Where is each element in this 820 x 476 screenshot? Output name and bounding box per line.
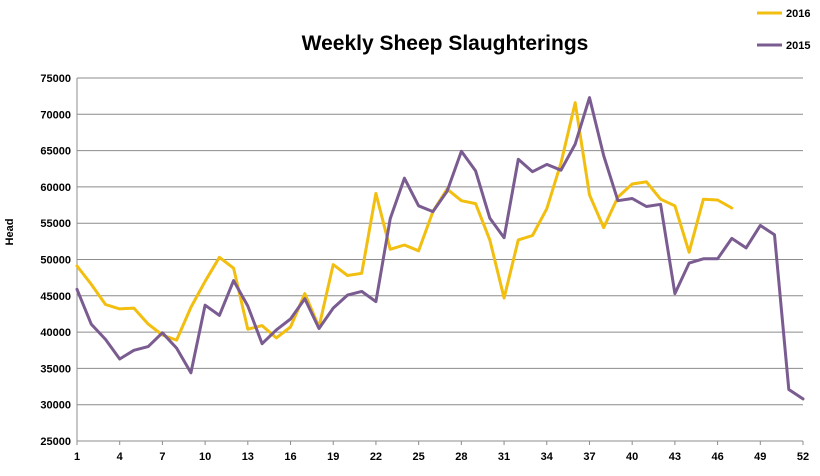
y-tick-label: 75000 xyxy=(40,73,71,85)
x-tick-label: 28 xyxy=(455,451,467,463)
x-tick-label: 13 xyxy=(242,451,254,463)
x-tick-label: 37 xyxy=(583,451,595,463)
y-tick-label: 55000 xyxy=(40,218,71,230)
x-tick-label: 22 xyxy=(370,451,382,463)
x-tick-label: 40 xyxy=(626,451,638,463)
gridlines xyxy=(76,77,803,442)
y-tick-label: 30000 xyxy=(40,400,71,412)
y-tick-label: 60000 xyxy=(40,182,71,194)
legend-item-2015: 2015 xyxy=(757,40,810,52)
x-tick-label: 16 xyxy=(284,451,296,463)
x-tick-label: 25 xyxy=(413,451,425,463)
x-tick-label: 7 xyxy=(159,451,165,463)
x-tick-label: 49 xyxy=(754,451,766,463)
x-tick-label: 46 xyxy=(711,451,723,463)
x-tick-label: 4 xyxy=(117,451,124,463)
legend-label: 2016 xyxy=(786,8,810,20)
x-tick-label: 10 xyxy=(199,451,211,463)
y-tick-label: 25000 xyxy=(40,436,71,448)
y-tick-label: 35000 xyxy=(40,363,71,375)
x-tick-label: 52 xyxy=(797,451,809,463)
legend-label: 2015 xyxy=(786,40,810,52)
y-axis-ticks: 25000 30000 35000 40000 45000 50000 55000 60000… xyxy=(40,73,71,448)
legend-item-2016: 2016 xyxy=(757,8,810,20)
y-tick-label: 70000 xyxy=(40,109,71,121)
x-axis-ticks: 1 4 7 10 13 16 19 22 25 28 31 34 37 40 43 46 49 52 xyxy=(74,441,809,463)
x-tick-label: 43 xyxy=(669,451,681,463)
chart-title: Weekly Sheep Slaughterings xyxy=(302,32,589,55)
legend: 2016 2015 xyxy=(757,8,810,52)
y-axis-label: Head xyxy=(4,219,16,246)
series-line-2016 xyxy=(75,101,734,342)
y-tick-label: 45000 xyxy=(40,291,71,303)
y-tick-label: 40000 xyxy=(40,327,71,339)
y-tick-label: 50000 xyxy=(40,255,71,267)
y-tick-label: 65000 xyxy=(40,146,71,158)
x-tick-label: 34 xyxy=(541,451,554,463)
x-tick-label: 31 xyxy=(498,451,510,463)
series-lines xyxy=(75,96,805,401)
x-tick-label: 1 xyxy=(74,451,80,463)
x-tick-label: 19 xyxy=(327,451,339,463)
series-line-2015 xyxy=(75,96,805,401)
